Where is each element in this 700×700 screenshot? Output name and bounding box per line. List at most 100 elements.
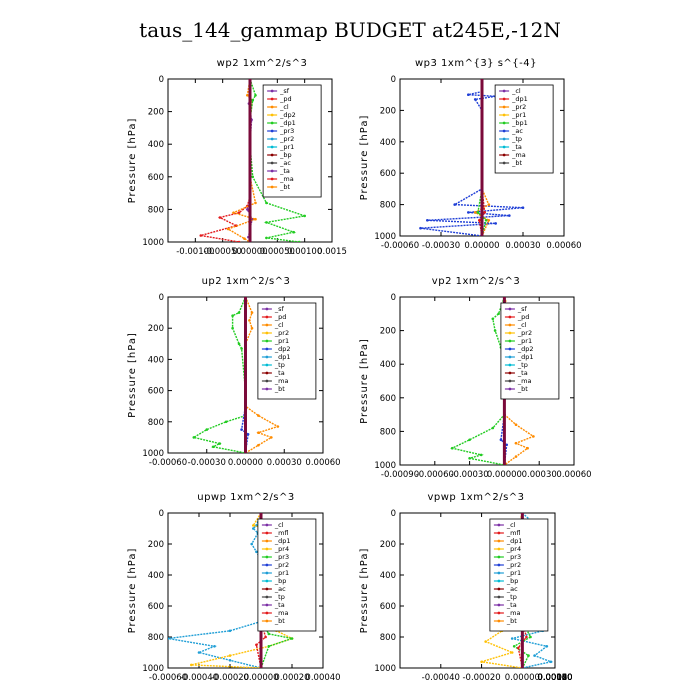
legend-marker [265, 355, 269, 359]
y-tick-label: 0 [159, 509, 164, 519]
chart-title: wp3 1xm^{3} s^{-4} [415, 58, 537, 69]
legend-entry: _pr1 [274, 337, 289, 345]
x-tick-label: 0.00020 [537, 673, 572, 683]
data-point [252, 527, 255, 530]
legend-box [500, 302, 560, 400]
data-point [267, 632, 271, 636]
legend-marker [502, 129, 506, 133]
data-point [237, 311, 241, 314]
legend-entry: _tp [274, 593, 285, 601]
data-point [211, 445, 215, 449]
x-tick-label: -0.00060 [149, 458, 187, 468]
y-tick-label: 400 [380, 571, 396, 581]
data-point [251, 98, 254, 102]
legend-entry: _pd [517, 313, 530, 321]
data-point [250, 542, 253, 546]
legend-marker [265, 379, 269, 383]
legend-entry: _cl [506, 521, 516, 529]
x-tick-label: 0.00000 [487, 470, 522, 480]
legend-marker [508, 315, 512, 319]
legend-marker [265, 307, 269, 311]
x-tick-label: -0.00040 [422, 673, 460, 683]
legend-marker [265, 619, 269, 623]
x-tick-label: 0.00020 [274, 673, 309, 683]
legend-entry: _pr2 [274, 561, 289, 569]
legend-marker [508, 331, 512, 335]
legend-entry: _pd [279, 95, 292, 103]
data-point [267, 645, 271, 648]
data-point [297, 240, 301, 242]
data-point [240, 347, 243, 350]
y-tick-label: 1000 [374, 232, 396, 242]
series-group [199, 79, 307, 242]
x-tick-label: 0.00000 [505, 673, 540, 683]
legend-entry: _bt [511, 159, 522, 167]
data-point [246, 433, 250, 436]
x-tick-label: 0.00000 [228, 458, 263, 468]
data-point [228, 654, 232, 657]
data-point [303, 214, 307, 218]
legend-entry: _ac [279, 159, 291, 167]
plot-frame [399, 296, 575, 466]
y-axis-label: Pressure [hPa] [127, 332, 138, 418]
legend-marker [270, 121, 274, 125]
series-line-pr1 [191, 297, 247, 453]
data-point [467, 211, 470, 214]
legend-marker [270, 105, 274, 109]
legend-entry: _pr1 [274, 569, 289, 577]
chart-panel-4: vp2 1xm^2/s^3 Pressure [hPa] 0 200 400 600 800… [359, 276, 592, 480]
legend-marker [497, 571, 501, 575]
data-point [525, 635, 528, 639]
legend-entry: _ma [274, 609, 289, 617]
data-point [197, 651, 201, 654]
legend-entry: _dp2 [274, 345, 291, 353]
legend-entry: _ta [274, 601, 285, 609]
x-tick-label: 0.00100 [287, 247, 322, 257]
data-point [491, 426, 495, 430]
legend-entry: _bt [279, 183, 290, 191]
legend-marker [502, 153, 506, 157]
legend-entry: _pr1 [517, 337, 532, 345]
legend-marker [265, 347, 269, 351]
x-tick-label: 0.00060 [556, 470, 591, 480]
data-point [521, 206, 525, 209]
y-tick-label: 1000 [374, 461, 396, 471]
legend-marker [270, 169, 274, 173]
data-point [265, 221, 268, 224]
legend-marker [497, 595, 501, 599]
data-point [264, 635, 267, 639]
y-tick-label: 0 [391, 75, 396, 85]
x-tick-label: 0.00000 [464, 241, 499, 251]
legend-marker [497, 555, 501, 559]
legend-entry: _bp [506, 577, 519, 585]
y-tick-label: 1000 [142, 664, 164, 674]
y-tick-label: 1000 [374, 664, 396, 674]
data-point [205, 428, 209, 431]
legend-entry: _ma [274, 377, 289, 385]
legend-marker [270, 97, 274, 101]
legend-marker [265, 323, 269, 327]
series-line-pr1 [450, 297, 506, 465]
data-point [517, 646, 520, 650]
legend-entry: _pr1 [506, 569, 521, 577]
data-point [505, 443, 509, 447]
legend-marker [270, 89, 274, 93]
data-point [213, 645, 216, 648]
plot-frame [399, 512, 556, 669]
legend-marker [265, 555, 269, 559]
legend-marker [508, 323, 512, 327]
data-point [199, 234, 203, 237]
y-tick-label: 400 [380, 360, 396, 370]
legend-marker [265, 363, 269, 367]
data-point [265, 201, 268, 205]
chart-title: vpwp 1xm^2/s^3 [427, 492, 524, 503]
data-point [468, 438, 471, 442]
data-point [508, 214, 511, 217]
y-tick-label: 200 [148, 324, 164, 334]
data-point [473, 98, 477, 101]
legend-entry: _cl [517, 321, 527, 329]
y-tick-label: 200 [148, 540, 164, 550]
chart-title: vp2 1xm^2/s^3 [432, 276, 520, 287]
legend-marker [497, 563, 501, 567]
